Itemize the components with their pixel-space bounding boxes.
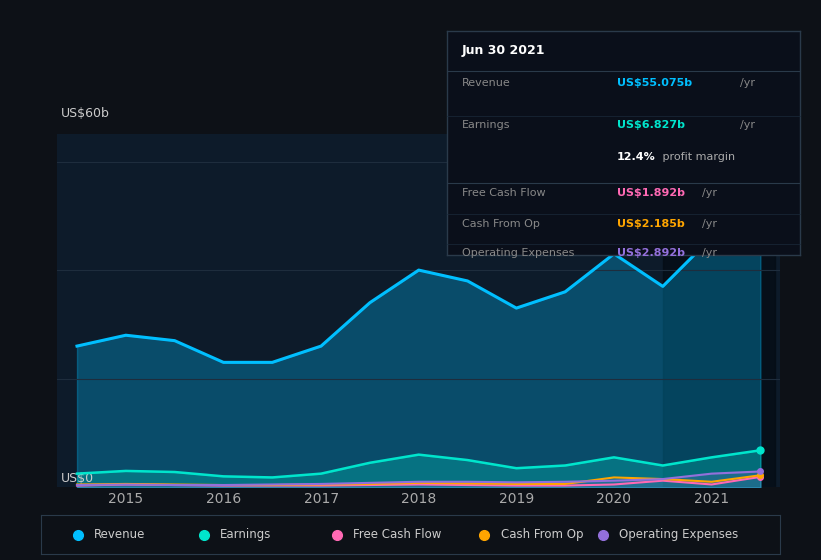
Text: US$1.892b: US$1.892b [617, 188, 685, 198]
Text: Free Cash Flow: Free Cash Flow [353, 528, 441, 542]
Text: Revenue: Revenue [461, 78, 511, 88]
Text: US$55.075b: US$55.075b [617, 78, 692, 88]
Text: /yr: /yr [741, 78, 755, 88]
Text: /yr: /yr [702, 188, 717, 198]
Text: US$60b: US$60b [61, 108, 110, 120]
Bar [663, 134, 775, 487]
Text: /yr: /yr [741, 120, 755, 130]
Text: Cash From Op: Cash From Op [461, 219, 539, 229]
Text: Cash From Op: Cash From Op [501, 528, 583, 542]
Text: US$2.892b: US$2.892b [617, 248, 685, 258]
Text: US$0: US$0 [61, 473, 94, 486]
Text: Operating Expenses: Operating Expenses [461, 248, 574, 258]
Text: US$6.827b: US$6.827b [617, 120, 685, 130]
Text: 12.4%: 12.4% [617, 152, 656, 162]
Text: Operating Expenses: Operating Expenses [619, 528, 738, 542]
Text: Earnings: Earnings [220, 528, 271, 542]
Text: US$2.185b: US$2.185b [617, 219, 685, 229]
Text: Free Cash Flow: Free Cash Flow [461, 188, 545, 198]
Text: Jun 30 2021: Jun 30 2021 [461, 44, 545, 57]
Text: Revenue: Revenue [94, 528, 145, 542]
Text: /yr: /yr [702, 219, 717, 229]
Text: Earnings: Earnings [461, 120, 510, 130]
Text: /yr: /yr [702, 248, 717, 258]
Text: profit margin: profit margin [659, 152, 736, 162]
